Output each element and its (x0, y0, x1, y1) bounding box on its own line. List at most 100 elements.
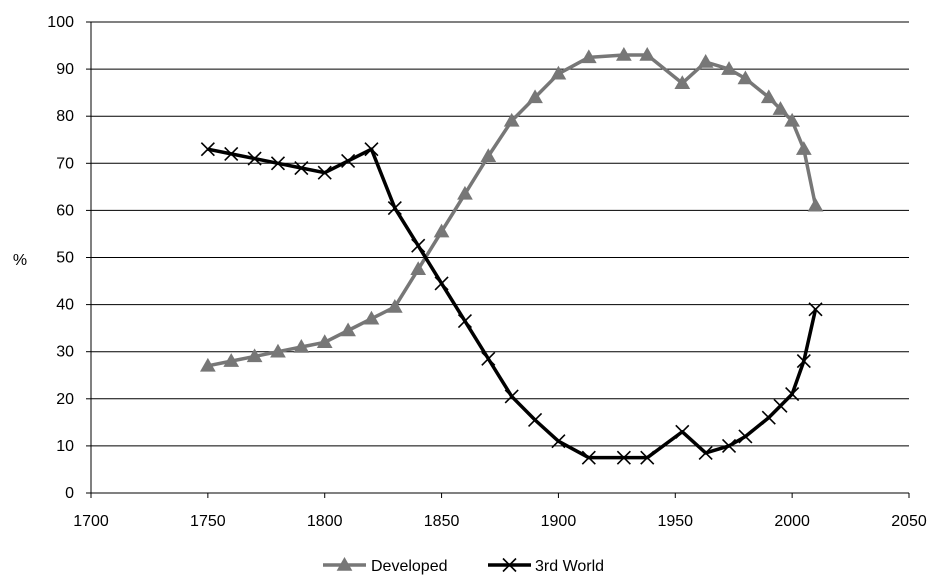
data-point-3rd-world (616, 450, 631, 465)
legend-marker (336, 556, 353, 571)
data-point-3rd-world (796, 354, 811, 369)
data-point-developed (316, 334, 333, 349)
data-point-3rd-world (247, 151, 262, 166)
marker-stroke (434, 276, 449, 291)
data-point-3rd-world (785, 387, 800, 402)
y-axis-ticks: 0 10 20 30 40 50 60 70 80 90 100 (47, 14, 91, 502)
data-point-3rd-world (457, 314, 473, 329)
y-tick-label: 100 (47, 14, 74, 31)
series-line-developed (207, 53, 818, 368)
data-point-3rd-world (294, 160, 309, 176)
x-tick-label: 1700 (73, 513, 109, 530)
marker-stroke (581, 450, 596, 465)
marker-stroke (502, 557, 517, 573)
marker-stroke (294, 160, 309, 176)
marker-stroke (341, 153, 356, 169)
marker-stroke (270, 156, 286, 171)
data-point-developed (674, 75, 691, 89)
x-tick-label: 1750 (190, 513, 226, 530)
y-tick-label: 70 (56, 155, 74, 172)
legend-label: Developed (371, 558, 448, 575)
data-point-developed (527, 89, 543, 104)
data-point-developed (293, 338, 310, 353)
data-point-developed (270, 343, 286, 358)
data-point-3rd-world (434, 276, 449, 291)
x-axis-ticks: 1700 1750 1800 1850 1900 1950 2000 2050 (73, 493, 927, 530)
data-point-developed (737, 70, 754, 85)
data-point-developed (246, 348, 263, 363)
marker-stroke (457, 314, 473, 329)
data-point-developed (363, 310, 380, 325)
data-point-3rd-world (504, 389, 519, 404)
legend-label: 3rd World (535, 558, 604, 575)
legend-marker (502, 557, 517, 573)
data-point-developed (410, 261, 427, 276)
data-point-developed (386, 298, 403, 313)
data-point-developed (772, 101, 789, 115)
data-point-developed (550, 65, 567, 80)
data-point-developed (223, 353, 240, 367)
data-point-developed (616, 46, 632, 61)
marker-stroke (200, 142, 215, 157)
marker-stroke (721, 438, 737, 453)
data-point-3rd-world (551, 434, 566, 449)
marker-stroke (224, 146, 239, 161)
y-tick-label: 0 (65, 485, 74, 502)
data-point-3rd-world (317, 165, 332, 180)
marker-stroke (773, 398, 788, 413)
x-tick-label: 1850 (424, 513, 460, 530)
data-point-developed (639, 46, 656, 61)
legend-item-developed: Developed (323, 556, 448, 575)
y-tick-label: 80 (56, 108, 74, 125)
marker-stroke (675, 424, 690, 439)
data-point-developed (580, 49, 597, 64)
marker-stroke (527, 412, 543, 428)
data-point-3rd-world (675, 424, 690, 439)
data-point-3rd-world (581, 450, 596, 465)
marker-stroke (481, 351, 496, 366)
y-tick-label: 20 (56, 391, 74, 408)
series-3rd-world (200, 142, 823, 465)
y-axis-label: % (13, 252, 27, 269)
data-point-3rd-world (761, 410, 776, 425)
data-point-3rd-world (721, 438, 737, 453)
marker-stroke (364, 142, 379, 157)
series-layer (199, 46, 824, 465)
x-tick-label: 2000 (774, 513, 810, 530)
data-point-developed (480, 148, 497, 162)
x-tick-label: 1950 (657, 513, 693, 530)
data-point-developed (760, 89, 777, 104)
data-point-3rd-world (698, 445, 713, 461)
y-tick-label: 90 (56, 61, 74, 78)
data-point-3rd-world (738, 429, 753, 444)
data-point-3rd-world (270, 156, 286, 171)
marker-stroke (761, 410, 776, 425)
x-tick-label: 1800 (307, 513, 343, 530)
marker-stroke (247, 151, 262, 166)
x-tick-label: 1900 (541, 513, 577, 530)
data-point-3rd-world (364, 142, 379, 157)
data-point-3rd-world (224, 146, 239, 161)
series-developed (199, 46, 824, 372)
marker-stroke (387, 200, 402, 216)
y-tick-label: 10 (56, 438, 74, 455)
marker-stroke (785, 387, 800, 402)
data-point-developed (433, 223, 450, 238)
marker-stroke (551, 434, 566, 449)
data-point-developed (721, 61, 737, 75)
data-point-developed (697, 54, 714, 68)
y-tick-label: 30 (56, 344, 74, 361)
marker-stroke (504, 389, 519, 404)
data-point-developed (199, 357, 216, 372)
data-point-3rd-world (640, 450, 655, 465)
data-point-3rd-world (387, 200, 402, 216)
legend-item-3rd-world: 3rd World (488, 557, 604, 575)
gridlines (91, 21, 909, 447)
data-point-3rd-world (481, 351, 496, 366)
data-point-developed (503, 112, 520, 127)
data-point-developed (340, 322, 356, 337)
marker-stroke (698, 445, 713, 461)
y-tick-label: 60 (56, 202, 74, 219)
marker-stroke (411, 238, 426, 253)
